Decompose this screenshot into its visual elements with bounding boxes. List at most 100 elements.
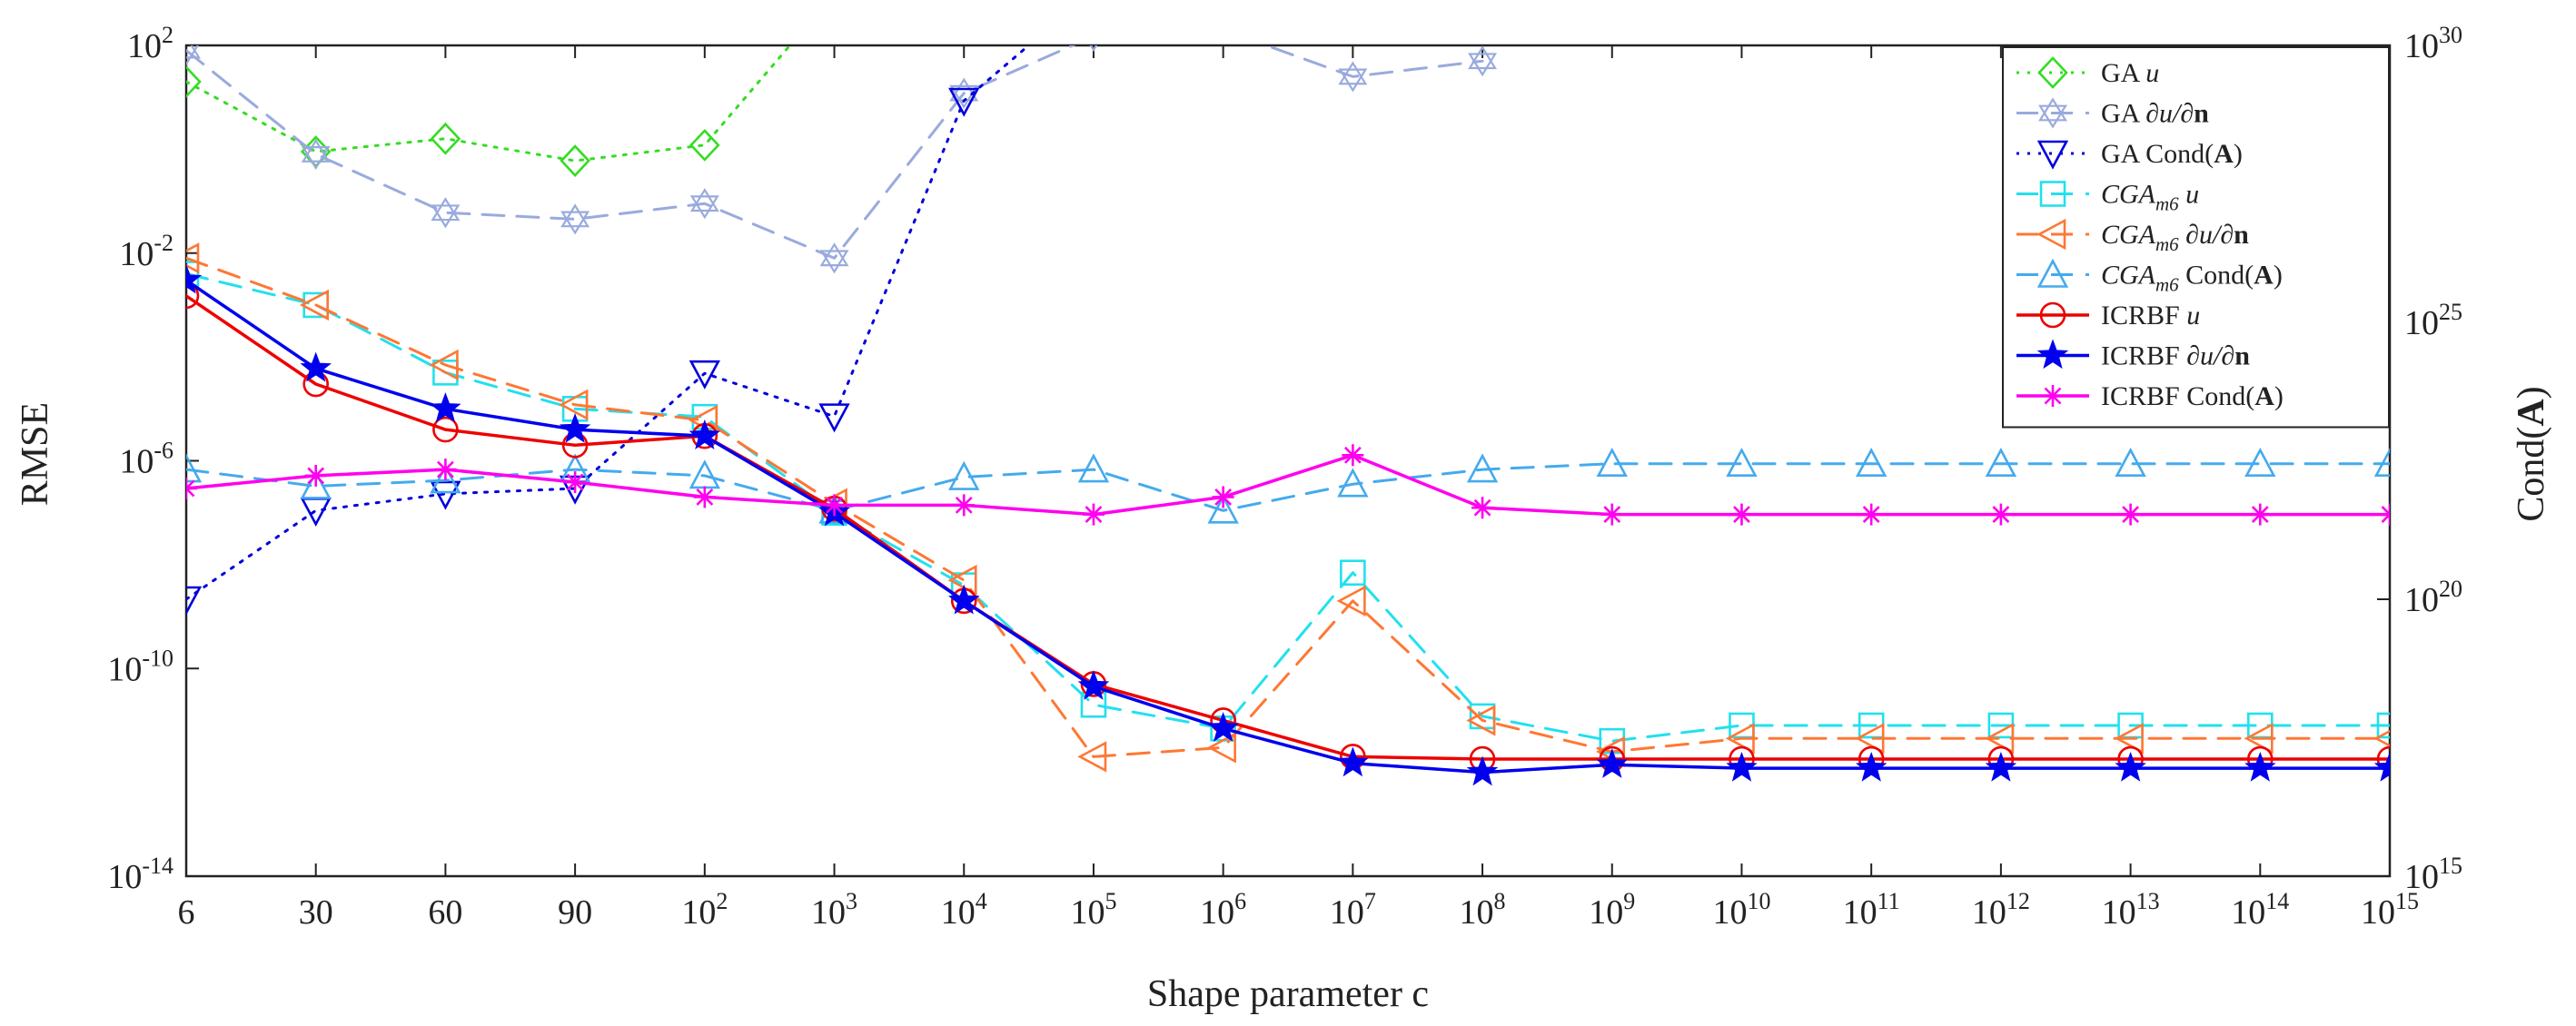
data-point (186, 263, 203, 294)
data-point (1466, 705, 1496, 736)
legend-item: CGAm6 u (2016, 180, 2199, 215)
data-point (1466, 453, 1499, 483)
series-layer (186, 16, 2390, 786)
data-point (301, 138, 331, 171)
data-point (2373, 447, 2390, 478)
x-tick-label: 1013 (2102, 888, 2160, 932)
y-left-tick-label: 10-6 (119, 438, 173, 481)
legend-label: CGAm6 Cond(A) (2101, 261, 2283, 296)
data-point (1207, 712, 1239, 742)
legend-item: GA Cond(A) (2016, 139, 2243, 170)
data-point (560, 144, 590, 177)
legend-marker (2038, 97, 2067, 129)
legend-marker (2036, 140, 2069, 170)
data-point (186, 242, 200, 274)
series-8 (186, 444, 2390, 526)
data-point (1207, 494, 1239, 524)
data-point (1211, 16, 1236, 44)
data-point (299, 289, 330, 321)
y-axis-right-label: Cond(A) (2511, 386, 2552, 521)
data-point (2115, 447, 2146, 478)
data-point (1725, 723, 1755, 755)
series-line (186, 45, 792, 163)
data-point (186, 586, 203, 616)
legend-label: GA Cond(A) (2101, 139, 2243, 169)
data-point (300, 469, 332, 499)
x-tick-label: 109 (1589, 888, 1635, 932)
series-line (186, 294, 2390, 761)
data-point (689, 128, 720, 162)
data-point (564, 471, 587, 494)
legend-item: ICRBF Cond(A) (2016, 381, 2284, 411)
legend-item: ICRBF ∂u/∂n (2016, 339, 2250, 371)
data-point (953, 494, 976, 517)
data-point (1206, 732, 1236, 764)
data-point (1340, 559, 1366, 587)
y-left-tick-labels: 10-14 10-10 10-6 10-2 102 (107, 22, 173, 896)
legend-label: ICRBF u (2101, 301, 2200, 330)
x-tick-label: 6 (178, 893, 195, 932)
data-point (1726, 751, 1758, 782)
y-right-tick-label: 1025 (2404, 299, 2462, 342)
data-point (430, 464, 461, 494)
legend-label: CGAm6 u (2101, 180, 2199, 215)
legend-marker (2039, 301, 2066, 329)
data-point (2244, 447, 2276, 478)
x-tick-label: 107 (1330, 888, 1376, 932)
data-point (2115, 751, 2146, 782)
data-point (1855, 751, 1887, 782)
data-point (1985, 723, 2015, 755)
series-7 (186, 263, 2390, 786)
data-point (434, 459, 457, 481)
data-point (948, 87, 980, 117)
data-point (186, 282, 200, 310)
y-left-tick-label: 10-14 (107, 853, 173, 896)
legend-marker (2039, 181, 2066, 207)
x-tick-label: 102 (681, 888, 728, 932)
y-left-tick-label: 102 (127, 22, 173, 65)
y-right-tick-label: 1030 (2404, 22, 2462, 65)
data-point (2119, 503, 2142, 526)
x-tick-label: 108 (1460, 888, 1506, 932)
legend-item: ICRBF u (2016, 301, 2200, 330)
x-tick-label: 90 (558, 893, 592, 932)
data-point (432, 416, 459, 443)
x-axis-label: Shape parameter c (1147, 973, 1429, 1015)
series-1 (186, 16, 1498, 274)
data-point (1985, 447, 2017, 478)
legend: GA u GA ∂u/∂n GA Cond(A) CGAm6 u CGAm6 ∂u/∂n… (2002, 46, 2390, 429)
data-point (1596, 447, 1628, 478)
data-point (1726, 447, 1758, 478)
data-point (689, 188, 719, 220)
data-point (823, 494, 846, 517)
y-left-tick-label: 10-10 (107, 645, 173, 688)
legend-label: GA u (2101, 58, 2159, 88)
data-point (2376, 745, 2390, 773)
legend-item: GA u (2016, 56, 2159, 89)
legend-marker (2037, 56, 2068, 89)
data-point (1730, 503, 1753, 526)
data-point (186, 65, 202, 98)
data-point (1466, 755, 1499, 786)
data-point (1468, 45, 1498, 77)
data-point (2373, 729, 2390, 747)
data-point (186, 453, 203, 483)
data-point (2114, 723, 2144, 755)
y-right-tick-label: 1015 (2404, 853, 2462, 896)
data-point (430, 480, 461, 510)
legend-item: GA ∂u/∂n (2016, 97, 2209, 129)
legend-item: CGAm6 Cond(A) (2016, 258, 2283, 296)
series-line (186, 278, 2390, 774)
data-point (2244, 723, 2274, 755)
data-point (1338, 61, 1368, 93)
legend-item: CGAm6 ∂u/∂n (2016, 218, 2249, 255)
series-line (186, 462, 2390, 512)
legend-marker (2036, 339, 2069, 370)
data-point (1856, 447, 1887, 478)
data-point (186, 478, 197, 499)
series-line (186, 45, 1031, 601)
series-line (186, 256, 2390, 758)
data-point (559, 389, 589, 420)
data-point (559, 412, 591, 443)
